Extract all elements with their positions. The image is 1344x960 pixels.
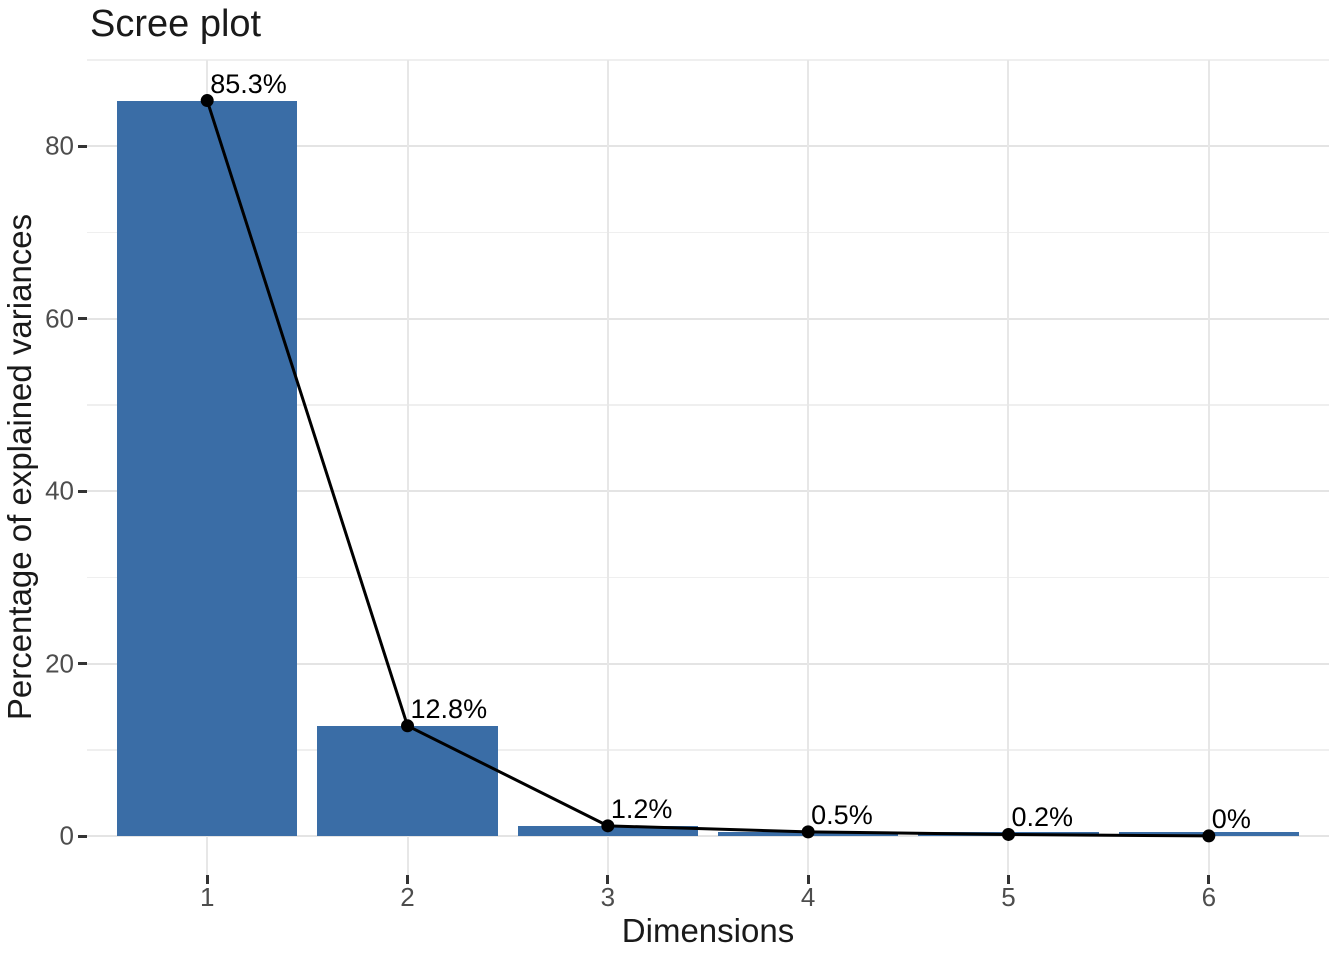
y-tick-label-80: 80 xyxy=(45,130,74,161)
x-tick-label-1: 1 xyxy=(199,882,215,912)
plot-panel: 85.3% 12.8% 1.2% 0.5% 0.2% 0% xyxy=(87,59,1329,875)
x-tick-label-3: 3 xyxy=(600,882,616,912)
bar-dim-5 xyxy=(918,832,1099,837)
y-tick-label-60: 60 xyxy=(45,303,74,334)
plot-title: Scree plot xyxy=(90,3,262,45)
y-tick-mark-0 xyxy=(78,834,87,838)
y-tick-label-0: 0 xyxy=(59,820,74,851)
y-tick-mark-20 xyxy=(78,662,87,666)
point-label-dim-5: 0.2% xyxy=(1011,802,1074,833)
y-tick-mark-80 xyxy=(78,144,87,148)
bar-dim-6 xyxy=(1118,832,1299,837)
gridline-major-x-5 xyxy=(1007,60,1010,875)
x-tick-mark-4 xyxy=(806,875,810,884)
bar-dim-3 xyxy=(517,825,698,837)
x-tick-mark-2 xyxy=(406,875,410,884)
point-label-dim-3: 1.2% xyxy=(610,793,673,824)
x-tick-mark-5 xyxy=(1006,875,1010,884)
bar-dim-4 xyxy=(718,831,899,837)
x-tick-label-5: 5 xyxy=(1001,882,1016,912)
gridline-major-x-6 xyxy=(1207,60,1210,875)
y-tick-label-20: 20 xyxy=(45,648,74,679)
bar-dim-1 xyxy=(117,100,298,837)
x-tick-label-6: 6 xyxy=(1201,882,1217,912)
bar-dim-2 xyxy=(317,725,498,837)
x-tick-mark-1 xyxy=(205,875,209,884)
gridline-major-x-4 xyxy=(807,60,810,875)
gridline-major-x-3 xyxy=(606,60,609,875)
point-label-dim-1: 85.3% xyxy=(210,68,287,99)
point-label-dim-6: 0% xyxy=(1211,803,1251,834)
point-label-dim-2: 12.8% xyxy=(410,693,488,724)
x-axis-title: Dimensions xyxy=(621,912,795,949)
x-tick-mark-6 xyxy=(1207,875,1211,884)
y-tick-mark-60 xyxy=(78,317,87,321)
y-axis-title: Percentage of explained variances xyxy=(1,213,38,721)
x-tick-label-4: 4 xyxy=(800,882,816,912)
y-tick-mark-40 xyxy=(78,489,87,493)
gridline-minor-y-90 xyxy=(87,59,1329,61)
x-tick-mark-3 xyxy=(606,875,610,884)
x-tick-label-2: 2 xyxy=(400,882,415,912)
y-tick-label-40: 40 xyxy=(45,475,74,506)
point-label-dim-4: 0.5% xyxy=(811,799,873,830)
